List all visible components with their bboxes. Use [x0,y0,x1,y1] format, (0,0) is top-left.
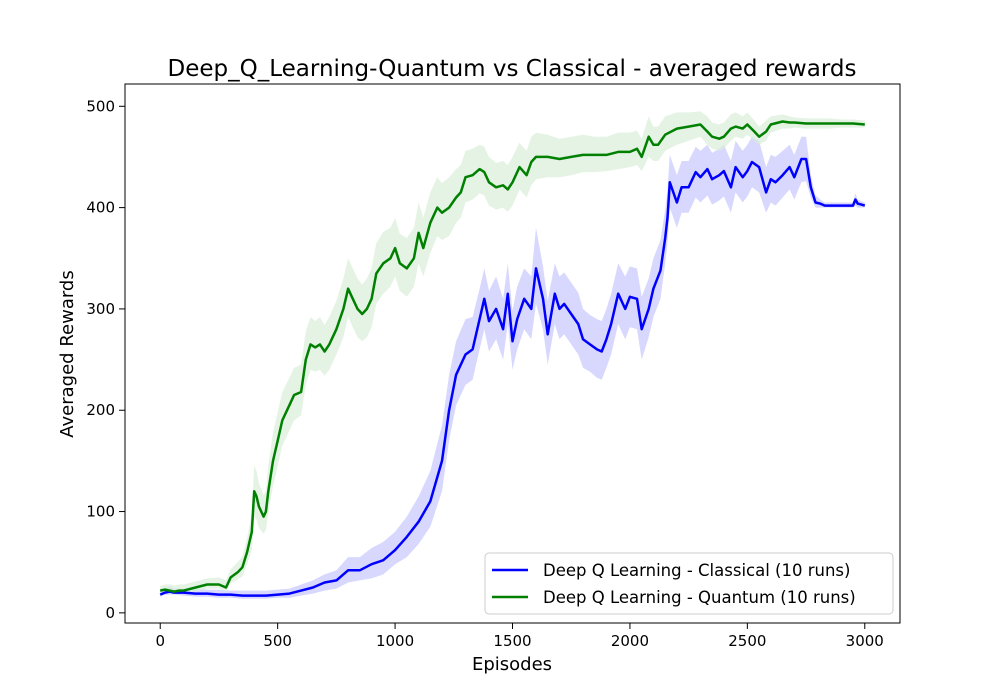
x-tick-label-0: 0 [155,632,165,650]
line-quantum [159,120,865,593]
x-tick-label-2500: 2500 [728,632,766,650]
y-tick-label-500: 500 [86,97,115,115]
plot-area [124,83,901,624]
y-tick-label-0: 0 [105,604,115,622]
chart-title: Deep_Q_Learning-Quantum vs Classical - a… [168,56,857,82]
line-classical [159,157,866,597]
series-lines [159,120,866,597]
x-axis-label: Episodes [472,654,552,675]
x-tick-label-3000: 3000 [846,632,884,650]
legend-box [484,552,894,615]
x-tick-label-2000: 2000 [611,632,649,650]
legend-entry-classical: Deep Q Learning - Classical (10 runs) [543,561,850,580]
x-axis: 0 500 1000 1500 2000 2500 3000 [155,623,884,650]
legend-entry-quantum: Deep Q Learning - Quantum (10 runs) [543,588,856,607]
confidence-bands [160,111,865,599]
y-axis-label: Averaged Rewards [57,270,78,437]
y-tick-label-200: 200 [86,401,115,419]
band-classical [160,136,865,599]
y-axis: 0 100 200 300 400 500 [86,97,125,622]
y-tick-label-300: 300 [86,300,115,318]
x-tick-label-1000: 1000 [376,632,414,650]
legend: Deep Q Learning - Classical (10 runs) De… [484,552,894,615]
x-tick-label-1500: 1500 [493,632,531,650]
y-tick-label-100: 100 [86,503,115,521]
y-tick-label-400: 400 [86,199,115,217]
x-tick-label-500: 500 [263,632,292,650]
